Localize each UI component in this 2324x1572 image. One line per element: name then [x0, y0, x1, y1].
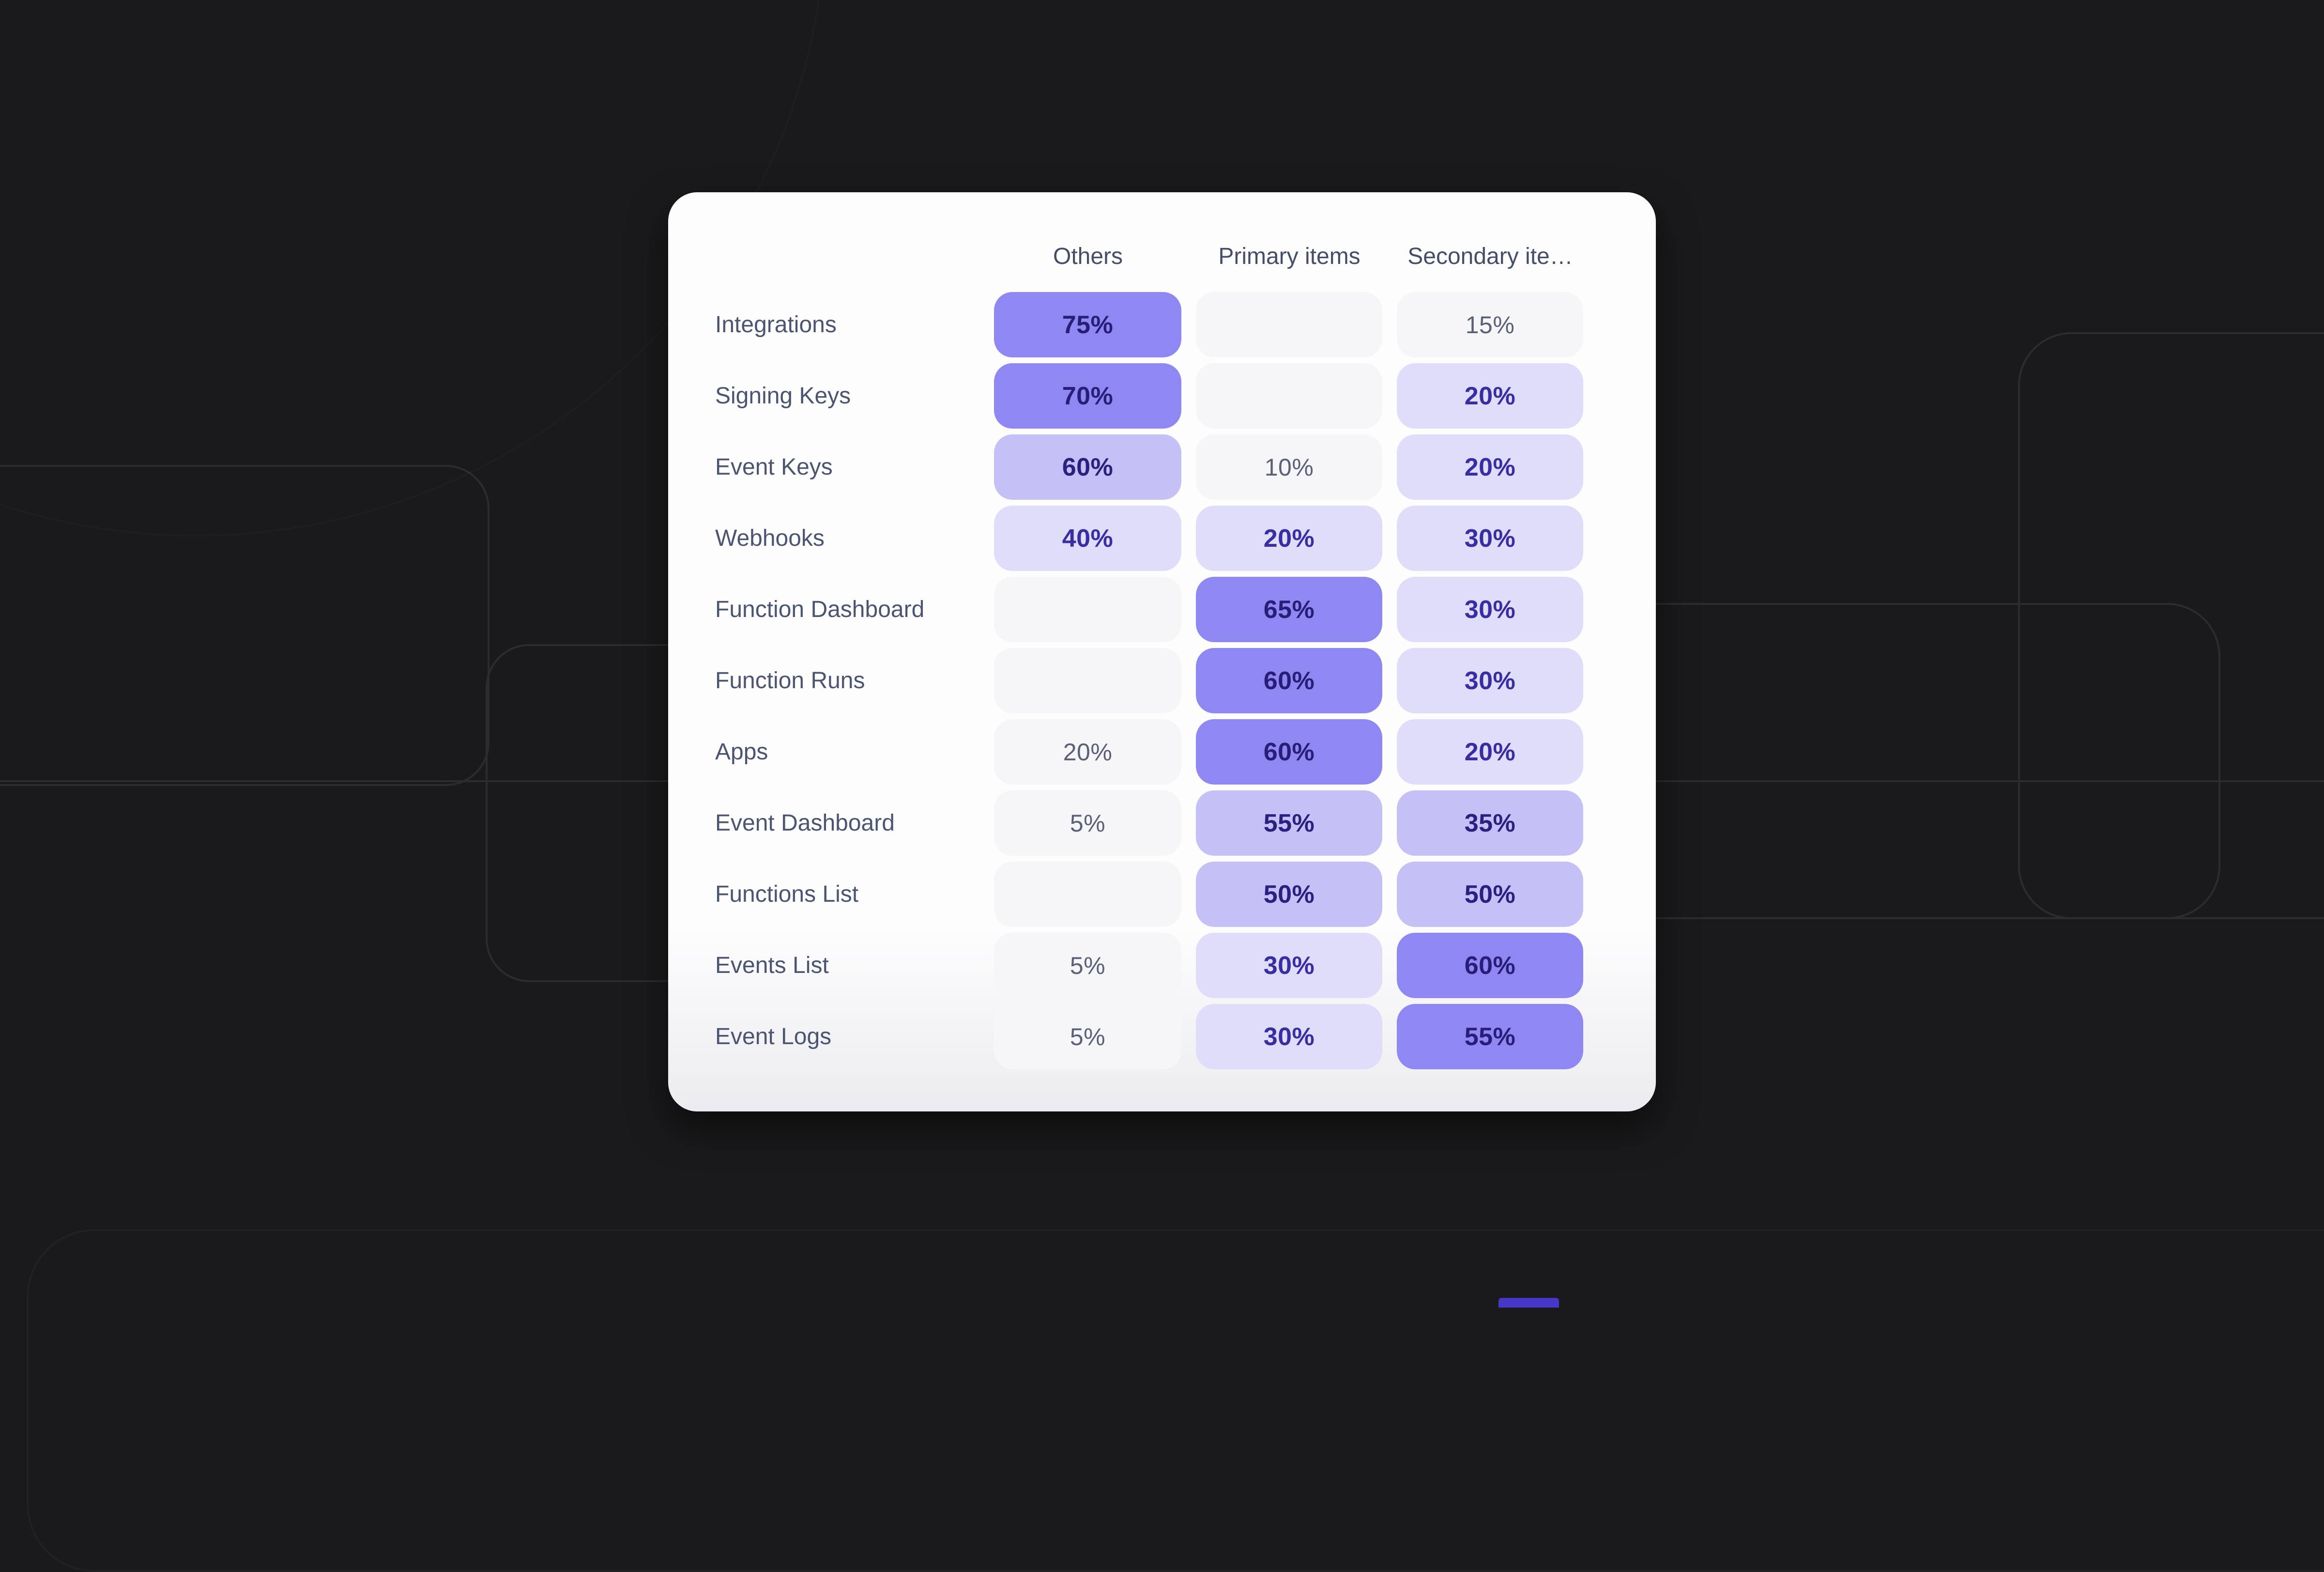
column-header-secondary-items: Secondary ite… — [1407, 244, 1573, 269]
heatmap-cell: 50% — [1196, 862, 1382, 927]
heatmap-cell — [994, 648, 1181, 713]
heatmap-cell: 50% — [1397, 862, 1583, 927]
heatmap-cell: 60% — [1196, 648, 1382, 713]
heatmap-cell: 10% — [1196, 434, 1382, 500]
heatmap-cell: 5% — [994, 933, 1181, 998]
heatmap-cell: 60% — [1397, 933, 1583, 998]
row-label: Function Dashboard — [715, 597, 925, 622]
heatmap-cell: 15% — [1397, 292, 1583, 357]
heatmap-cell: 40% — [994, 506, 1181, 571]
column-header-primary-items: Primary items — [1218, 244, 1361, 269]
heatmap-cell: 30% — [1196, 1004, 1382, 1069]
row-label: Function Runs — [715, 668, 865, 694]
table-row: Apps 20% 60% 20% — [668, 719, 1656, 785]
heatmap-cell: 20% — [994, 719, 1181, 785]
table-row: Event Keys 60% 10% 20% — [668, 434, 1656, 500]
table-row: Event Logs 5% 30% 55% — [668, 1004, 1656, 1069]
heatmap-cell — [1196, 292, 1382, 357]
row-label: Events List — [715, 953, 829, 978]
heatmap-cell: 30% — [1196, 933, 1382, 998]
heatmap-card: Others Primary items Secondary ite… Inte… — [668, 192, 1656, 1111]
table-row: Function Dashboard 65% 30% — [668, 577, 1656, 642]
heatmap-cell: 5% — [994, 790, 1181, 856]
heatmap-cell: 75% — [994, 292, 1181, 357]
heatmap-cell: 5% — [994, 1004, 1181, 1069]
heatmap-cell: 55% — [1397, 1004, 1583, 1069]
row-label: Integrations — [715, 312, 837, 338]
column-header-others: Others — [1053, 244, 1123, 269]
heatmap-cell: 20% — [1397, 719, 1583, 785]
background-decoration-rounded-rect — [2018, 332, 2324, 919]
heatmap-cell: 55% — [1196, 790, 1382, 856]
heatmap-cell: 20% — [1196, 506, 1382, 571]
row-label: Functions List — [715, 881, 859, 907]
table-row: Integrations 75% 15% — [668, 292, 1656, 357]
heatmap-cell: 30% — [1397, 577, 1583, 642]
row-label: Event Logs — [715, 1024, 832, 1049]
table-row: Signing Keys 70% 20% — [668, 363, 1656, 429]
row-label: Signing Keys — [715, 383, 851, 409]
heatmap-cell — [994, 862, 1181, 927]
row-label: Event Dashboard — [715, 810, 895, 836]
row-label: Apps — [715, 739, 768, 765]
heatmap-cell: 60% — [1196, 719, 1382, 785]
page-background: { "page": { "background_color": "#1a1a1c… — [0, 192, 2324, 1308]
heatmap-cell: 60% — [994, 434, 1181, 500]
heatmap-cell: 20% — [1397, 434, 1583, 500]
table-row: Functions List 50% 50% — [668, 862, 1656, 927]
heatmap-cell: 30% — [1397, 648, 1583, 713]
table-row: Function Runs 60% 30% — [668, 648, 1656, 713]
table-row: Events List 5% 30% 60% — [668, 933, 1656, 998]
heatmap-cell: 30% — [1397, 506, 1583, 571]
table-row: Webhooks 40% 20% 30% — [668, 506, 1656, 571]
background-decoration-rounded-rect — [27, 1229, 2324, 1572]
heatmap-cell: 35% — [1397, 790, 1583, 856]
heatmap-cell — [994, 577, 1181, 642]
heatmap-cell: 65% — [1196, 577, 1382, 642]
row-label: Event Keys — [715, 454, 833, 480]
heatmap-cell: 20% — [1397, 363, 1583, 429]
table-row: Event Dashboard 5% 55% 35% — [668, 790, 1656, 856]
heatmap-cell: 70% — [994, 363, 1181, 429]
background-decoration-rounded-rect — [0, 465, 489, 786]
row-label: Webhooks — [715, 525, 825, 551]
heatmap-cell — [1196, 363, 1382, 429]
bottom-accent-sliver — [1498, 1298, 1559, 1308]
